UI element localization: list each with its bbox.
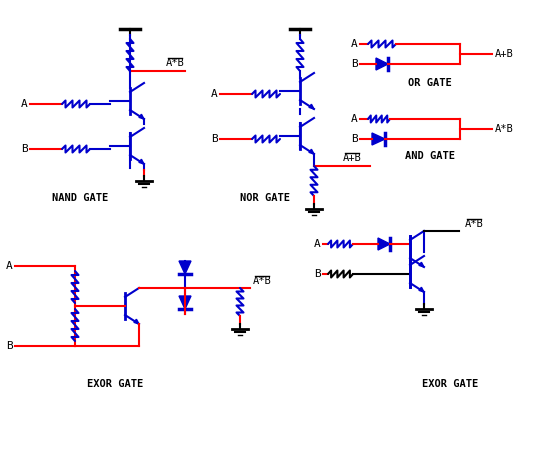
Text: EXOR GATE: EXOR GATE [87, 379, 143, 389]
Polygon shape [372, 133, 385, 145]
Text: AND GATE: AND GATE [405, 151, 455, 161]
Text: A+B: A+B [495, 49, 514, 59]
Polygon shape [309, 104, 314, 109]
Text: A*B: A*B [495, 124, 514, 134]
Polygon shape [419, 262, 424, 267]
Text: B: B [211, 134, 218, 144]
Text: EXOR GATE: EXOR GATE [422, 379, 478, 389]
Text: A*B: A*B [465, 219, 483, 229]
Text: A: A [351, 39, 358, 49]
Text: A+B: A+B [343, 153, 361, 163]
Text: B: B [6, 341, 13, 351]
Polygon shape [179, 261, 191, 274]
Polygon shape [139, 114, 144, 119]
Text: B: B [21, 144, 28, 154]
Polygon shape [179, 296, 191, 309]
Text: A: A [6, 261, 13, 271]
Text: A: A [351, 114, 358, 124]
Text: A*B: A*B [253, 276, 272, 286]
Polygon shape [134, 319, 139, 324]
Text: OR GATE: OR GATE [408, 78, 452, 88]
Text: B: B [351, 134, 358, 144]
Text: A: A [21, 99, 28, 109]
Text: A*B: A*B [166, 58, 184, 68]
Text: A: A [211, 89, 218, 99]
Polygon shape [419, 287, 424, 292]
Polygon shape [378, 238, 390, 250]
Text: A: A [314, 239, 321, 249]
Text: NAND GATE: NAND GATE [52, 193, 108, 203]
Polygon shape [309, 149, 314, 154]
Polygon shape [139, 159, 144, 164]
Text: NOR GATE: NOR GATE [240, 193, 290, 203]
Text: B: B [314, 269, 321, 279]
Text: B: B [351, 59, 358, 69]
Polygon shape [376, 58, 388, 70]
